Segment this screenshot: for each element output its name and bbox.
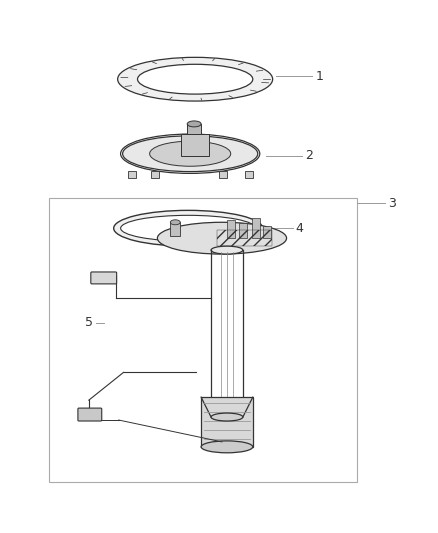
Ellipse shape [201,441,253,453]
Ellipse shape [114,211,263,246]
Bar [239,223,247,238]
Ellipse shape [118,58,273,101]
Ellipse shape [150,141,231,166]
FancyBboxPatch shape [91,272,117,284]
FancyBboxPatch shape [78,408,102,421]
Bar [170,222,180,236]
Bar [252,219,260,238]
Bar [245,171,253,177]
Bar [201,397,253,447]
Text: 1: 1 [315,70,323,83]
Bar [219,171,227,177]
Ellipse shape [211,413,243,421]
Ellipse shape [187,121,201,127]
Bar [49,198,357,482]
Text: 3: 3 [388,197,396,210]
Bar [152,171,159,177]
Bar [217,230,272,246]
Ellipse shape [120,215,256,241]
Ellipse shape [211,246,243,254]
Bar [181,134,209,156]
Bar [227,220,235,238]
Text: 5: 5 [85,316,93,329]
Bar [187,124,201,134]
Bar [127,171,135,177]
Ellipse shape [170,220,180,225]
Ellipse shape [138,64,253,94]
Text: 4: 4 [296,222,304,235]
Bar [263,226,271,238]
Text: 2: 2 [305,149,313,162]
Ellipse shape [123,136,258,172]
Ellipse shape [157,222,286,254]
